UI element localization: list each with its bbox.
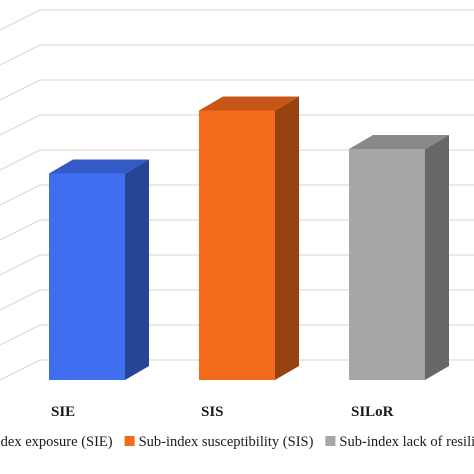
legend-label: Sub-index exposure (SIE) [0,434,113,450]
gridline-depth [0,219,41,241]
legend-label: Sub-index susceptibility (SIS) [139,434,314,450]
gridline-depth [0,79,41,101]
gridline-depth [0,254,41,276]
gridline-depth [0,9,41,31]
bar-front-face [199,110,275,380]
legend-item-sie: Sub-index exposure (SIE) [0,434,113,450]
category-label-sis: SIS [201,404,224,420]
gridline-depth [0,289,41,311]
bar-front-face [349,149,425,380]
bars [49,96,449,380]
legend: Sub-index exposure (SIE) Sub-index suscep… [0,434,474,450]
legend-label: Sub-index lack of resilience (SILoR) [339,434,474,450]
bar-sie [49,159,149,380]
bar-top-face [199,96,299,111]
gridline-depth [0,149,41,171]
bar-top-face [349,135,449,149]
gridline-depth [0,44,41,66]
gridline-depth [0,359,41,381]
category-label-silor: SILoR [351,404,394,420]
bar-silor [349,135,449,380]
category-labels: SIE SIS SILoR [51,404,394,420]
legend-item-sis: Sub-index susceptibility (SIS) [124,434,314,450]
legend-swatch [124,436,135,446]
gridline-depth [0,114,41,136]
bar-front-face [49,173,125,380]
bar-sis [199,96,299,380]
gridline-depth [0,324,41,346]
legend-swatch [325,436,336,446]
bar-side-face [275,96,299,380]
gridline-depth [0,184,41,206]
legend-item-silor: Sub-index lack of resilience (SILoR) [325,434,474,450]
bar-top-face [49,159,149,174]
category-label-sie: SIE [51,404,75,420]
bar-side-face [125,159,149,380]
bar-side-face [425,135,449,380]
